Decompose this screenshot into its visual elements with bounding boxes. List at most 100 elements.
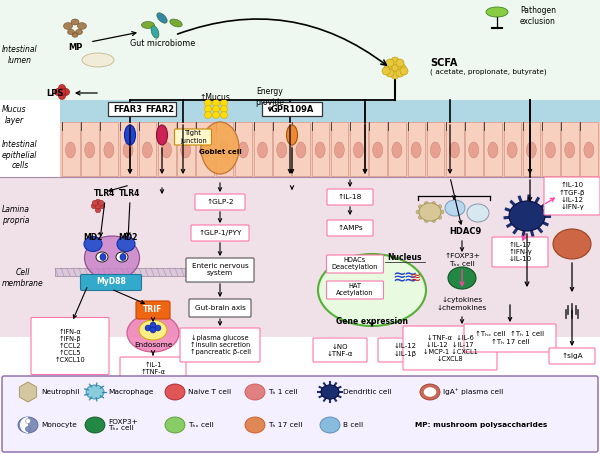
FancyBboxPatch shape — [327, 189, 373, 205]
FancyBboxPatch shape — [492, 237, 548, 267]
Circle shape — [25, 419, 31, 424]
Circle shape — [92, 200, 98, 206]
Ellipse shape — [100, 253, 106, 261]
Circle shape — [418, 205, 422, 209]
Text: Tight
junction: Tight junction — [179, 130, 206, 143]
FancyBboxPatch shape — [80, 275, 142, 291]
Ellipse shape — [120, 253, 126, 261]
Text: ≋≋: ≋≋ — [393, 268, 417, 287]
Ellipse shape — [85, 417, 105, 433]
Circle shape — [221, 112, 227, 118]
Ellipse shape — [157, 125, 167, 145]
Ellipse shape — [165, 417, 185, 433]
Ellipse shape — [127, 314, 179, 352]
Ellipse shape — [373, 142, 383, 158]
Ellipse shape — [123, 142, 133, 158]
Text: Tₕ 1 cell: Tₕ 1 cell — [268, 389, 298, 395]
Text: Gut-brain axis: Gut-brain axis — [194, 305, 245, 311]
Ellipse shape — [72, 33, 78, 37]
Text: Tₕ 17 cell: Tₕ 17 cell — [268, 422, 302, 428]
Bar — [60, 122, 600, 177]
Ellipse shape — [469, 142, 479, 158]
Text: HDAC9: HDAC9 — [449, 227, 481, 237]
Text: ≋: ≋ — [409, 271, 421, 285]
Circle shape — [432, 202, 436, 206]
Text: Neutrophil: Neutrophil — [41, 389, 79, 395]
Text: ↓plasma glucose
↑insulin secretion
↑pancreatic β-cell: ↓plasma glucose ↑insulin secretion ↑panc… — [190, 335, 251, 355]
Ellipse shape — [165, 384, 185, 400]
Bar — [139, 122, 156, 176]
Bar — [542, 122, 560, 176]
Circle shape — [95, 199, 101, 205]
Bar — [292, 122, 310, 176]
Circle shape — [155, 325, 161, 331]
Text: Lamina
propria: Lamina propria — [2, 205, 30, 225]
Circle shape — [396, 69, 404, 77]
Text: ↓IL-12
↓IL-1β: ↓IL-12 ↓IL-1β — [394, 343, 416, 356]
Text: Tₕₓ cell: Tₕₓ cell — [188, 422, 214, 428]
Ellipse shape — [467, 204, 489, 222]
Ellipse shape — [509, 201, 545, 231]
Ellipse shape — [584, 142, 594, 158]
Text: ↑sIgA: ↑sIgA — [561, 353, 583, 359]
Text: Intestinal
lumen: Intestinal lumen — [2, 45, 38, 65]
FancyBboxPatch shape — [403, 326, 497, 370]
Text: Pathogen
exclusion: Pathogen exclusion — [520, 6, 556, 26]
Text: ↑IL-10
↑TGF-β
↓IL-12
↓IFN-γ: ↑IL-10 ↑TGF-β ↓IL-12 ↓IFN-γ — [559, 183, 585, 210]
Circle shape — [98, 200, 104, 206]
Text: Gut microbiome: Gut microbiome — [130, 39, 196, 49]
FancyBboxPatch shape — [186, 258, 254, 282]
Text: Nucleus: Nucleus — [388, 253, 422, 262]
Text: ↑AMPs: ↑AMPs — [337, 225, 363, 231]
Ellipse shape — [245, 384, 265, 400]
Circle shape — [55, 89, 62, 95]
Circle shape — [400, 67, 408, 75]
Text: TRIF: TRIF — [143, 306, 163, 315]
Polygon shape — [19, 382, 37, 402]
Circle shape — [59, 93, 65, 99]
Bar — [81, 122, 98, 176]
Text: ↑GLP-1/PYY: ↑GLP-1/PYY — [198, 230, 242, 236]
Bar — [407, 122, 425, 176]
Text: IgA⁺ plasma cell: IgA⁺ plasma cell — [443, 389, 503, 395]
Circle shape — [59, 84, 65, 92]
Text: ↓cytokines: ↓cytokines — [442, 297, 482, 303]
Ellipse shape — [320, 417, 340, 433]
Bar — [388, 122, 406, 176]
Text: MD2: MD2 — [83, 233, 103, 242]
Text: Cell
membrane: Cell membrane — [2, 268, 44, 288]
Text: MyD88: MyD88 — [96, 277, 126, 286]
Circle shape — [212, 99, 220, 107]
Circle shape — [95, 207, 101, 213]
Ellipse shape — [315, 142, 325, 158]
FancyBboxPatch shape — [313, 338, 367, 362]
Ellipse shape — [125, 125, 136, 145]
Circle shape — [418, 215, 422, 219]
Ellipse shape — [142, 21, 155, 29]
Text: TLR4: TLR4 — [94, 189, 116, 198]
Ellipse shape — [18, 417, 38, 433]
Ellipse shape — [71, 19, 79, 25]
Circle shape — [221, 99, 227, 107]
Bar — [100, 122, 118, 176]
FancyBboxPatch shape — [191, 225, 249, 241]
Bar — [254, 122, 271, 176]
Ellipse shape — [565, 142, 575, 158]
Ellipse shape — [76, 30, 83, 35]
Text: B cell: B cell — [343, 422, 363, 428]
Ellipse shape — [296, 142, 306, 158]
Ellipse shape — [321, 385, 339, 399]
Circle shape — [212, 105, 220, 113]
Text: LPS: LPS — [46, 89, 64, 99]
Circle shape — [205, 105, 212, 113]
Circle shape — [382, 67, 390, 75]
Text: Tₕₓ cell: Tₕₓ cell — [449, 261, 475, 267]
Ellipse shape — [449, 142, 460, 158]
Text: ↑IL-17
↑IFN-γ
↓IL-10: ↑IL-17 ↑IFN-γ ↓IL-10 — [508, 242, 532, 262]
Text: Endosome: Endosome — [134, 342, 172, 348]
Circle shape — [205, 112, 212, 118]
Circle shape — [25, 426, 31, 431]
Circle shape — [91, 203, 97, 209]
Circle shape — [424, 202, 428, 206]
Text: ↑Mucus: ↑Mucus — [200, 93, 230, 102]
